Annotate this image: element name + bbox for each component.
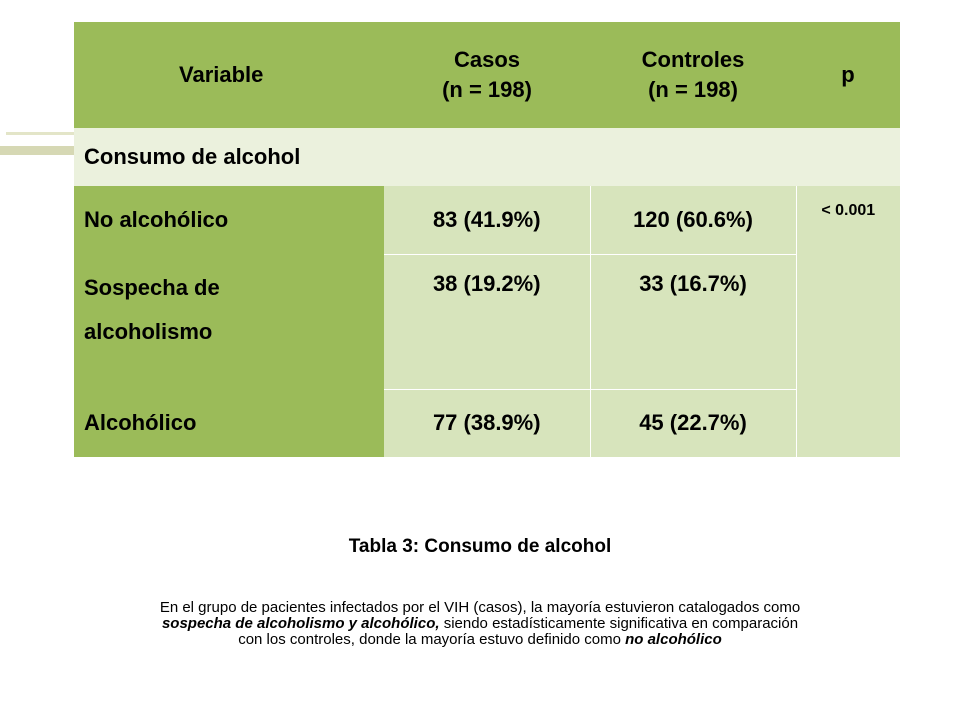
header-casos: Casos (n = 198) bbox=[384, 22, 590, 128]
paragraph-part2: siendo estadísticamente significativa en… bbox=[238, 615, 799, 648]
row-label-sospecha-line2: alcoholismo bbox=[84, 319, 213, 344]
header-p: p bbox=[796, 22, 900, 128]
row-label-sospecha: Sospecha de alcoholismo bbox=[74, 254, 384, 389]
paragraph-emphasis1: sospecha de alcoholismo y alcohólico, bbox=[161, 615, 440, 632]
p-value-cell: < 0.001 bbox=[796, 186, 900, 457]
cell-casos-sospecha: 38 (19.2%) bbox=[384, 254, 591, 390]
table-row: No alcohólico 83 (41.9%) 120 (60.6%) < 0… bbox=[74, 186, 900, 457]
cell-controles-no-alcoholico: 120 (60.6%) bbox=[590, 186, 797, 255]
alcohol-table: Variable Casos (n = 198) Controles (n = … bbox=[74, 22, 900, 457]
decorative-line bbox=[6, 132, 74, 135]
description-paragraph: En el grupo de pacientes infectados por … bbox=[150, 600, 810, 648]
header-controles-label: Controles bbox=[641, 47, 745, 72]
header-row: Variable Casos (n = 198) Controles (n = … bbox=[74, 22, 900, 128]
cell-controles-sospecha: 33 (16.7%) bbox=[590, 254, 797, 390]
paragraph-part1: En el grupo de pacientes infectados por … bbox=[159, 599, 801, 616]
table-row: Alcohólico 77 (38.9%) 45 (22.7%) bbox=[74, 389, 900, 457]
row-label-alcoholico: Alcohólico bbox=[74, 389, 384, 457]
header-casos-n: (n = 198) bbox=[442, 77, 532, 102]
cell-casos-alcoholico: 77 (38.9%) bbox=[384, 389, 591, 457]
section-title: Consumo de alcohol bbox=[74, 128, 900, 186]
decorative-bar bbox=[0, 146, 74, 155]
header-variable: Variable bbox=[74, 22, 384, 128]
cell-casos-no-alcoholico: 83 (41.9%) bbox=[384, 186, 591, 255]
table-row: Sospecha de alcoholismo 38 (19.2%) 33 (1… bbox=[74, 254, 900, 390]
header-controles: Controles (n = 198) bbox=[590, 22, 796, 128]
row-label-no-alcoholico: No alcohólico bbox=[74, 186, 384, 254]
header-casos-label: Casos bbox=[453, 47, 521, 72]
header-controles-n: (n = 198) bbox=[648, 77, 738, 102]
paragraph-emphasis2: no alcohólico bbox=[625, 631, 722, 648]
row-label-sospecha-line1: Sospecha de bbox=[84, 275, 220, 300]
table-caption: Tabla 3: Consumo de alcohol bbox=[348, 536, 612, 557]
cell-controles-alcoholico: 45 (22.7%) bbox=[590, 389, 797, 457]
section-row: Consumo de alcohol bbox=[74, 128, 900, 186]
